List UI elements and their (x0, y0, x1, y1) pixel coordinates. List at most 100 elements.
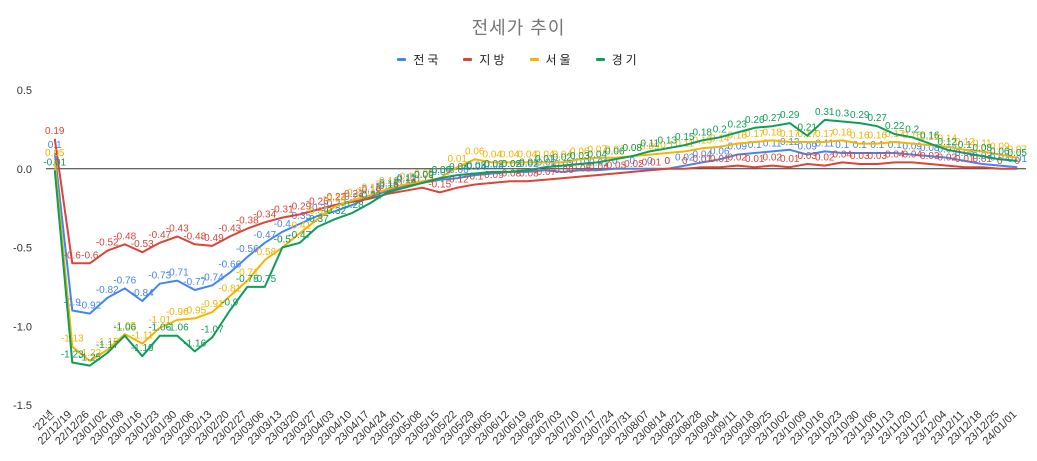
data-label: 0.01 (710, 154, 730, 165)
data-label: 0.09 (903, 142, 923, 153)
data-label: 0.03 (920, 151, 940, 162)
legend-item-seoul[interactable]: 서울 (529, 51, 574, 68)
data-label: -0.09 (481, 170, 504, 181)
data-label: -0.34 (253, 209, 276, 220)
data-label: -0.56 (236, 244, 259, 255)
legend-item-region[interactable]: 지방 (463, 51, 507, 68)
data-label: -0.21 (341, 189, 364, 200)
y-tick-label: 0.0 (17, 164, 32, 176)
data-label: 0.03 (798, 151, 818, 162)
series-line-2 (53, 139, 1018, 362)
data-label: 0.27 (763, 113, 783, 124)
data-label: -0.06 (446, 165, 469, 176)
data-label: 0.07 (605, 145, 625, 156)
data-label: -0.23 (341, 192, 364, 203)
data-label: 0.17 (745, 129, 765, 140)
data-label: -0.77 (183, 277, 206, 288)
data-label: -0.35 (288, 211, 311, 222)
data-label: -0.11 (394, 173, 416, 184)
data-label: 0.02 (728, 153, 748, 164)
data-label: -0.6 (81, 250, 99, 261)
data-label: -0.02 (516, 159, 539, 170)
data-label: 0.15 (675, 132, 695, 143)
data-label: 0.08 (920, 143, 940, 154)
data-label: 0.16 (868, 131, 888, 142)
legend-label-gyeonggi: 경기 (611, 53, 640, 67)
data-label: 0.13 (658, 135, 678, 146)
series-line-3 (53, 118, 1018, 367)
data-label: 0.1 (958, 140, 972, 151)
data-label: 0.14 (710, 134, 730, 145)
data-label: 0.09 (990, 142, 1010, 153)
data-label: 0 (997, 156, 1003, 167)
data-label: 0.04 (518, 149, 538, 160)
data-label: -0.12 (393, 175, 416, 186)
data-label: -0.06 (428, 165, 451, 176)
data-label: 0.21 (798, 123, 818, 134)
data-label: -0.04 (463, 162, 486, 173)
data-label: 0.05 (1008, 148, 1028, 159)
data-label: -0.37 (306, 214, 329, 225)
data-label: -0.12 (446, 175, 469, 186)
data-label: -1.06 (113, 323, 136, 334)
data-label: -0.41 (288, 220, 311, 231)
data-label: 0.08 (623, 143, 643, 154)
data-label: -0.71 (236, 268, 259, 279)
data-label: 0.16 (920, 131, 940, 142)
data-label: -0.06 (428, 165, 451, 176)
data-label: 0.1 (748, 140, 762, 151)
data-label: -0.08 (498, 168, 521, 179)
data-label: 0.04 (500, 149, 520, 160)
data-label: 0.03 (570, 151, 590, 162)
data-label: -0.19 (358, 186, 381, 197)
data-label: -0.09 (411, 170, 434, 181)
data-label: -0.01 (638, 157, 661, 168)
data-label: 0.01 (448, 154, 468, 165)
data-label: -1.01 (148, 315, 171, 326)
data-label: 0.02 (815, 153, 835, 164)
data-label: -0.24 (323, 194, 346, 205)
data-label: -0.16 (376, 181, 399, 192)
data-label: -0.17 (358, 183, 381, 194)
y-tick-label: 0.5 (17, 85, 32, 97)
data-label: 0.11 (763, 138, 782, 149)
data-label: 0.02 (763, 153, 783, 164)
data-label: -0.02 (481, 159, 504, 170)
data-label: -0.02 (498, 159, 521, 170)
data-label: 0.29 (850, 110, 870, 121)
data-label: -0.96 (166, 307, 189, 318)
data-label: 0.12 (938, 137, 958, 148)
data-label: 0.02 (938, 153, 958, 164)
data-label: -1.16 (183, 338, 206, 349)
data-label: -0.01 (516, 157, 539, 168)
data-label: -0.12 (411, 175, 434, 186)
data-label: -0.14 (376, 178, 399, 189)
data-label: -0.91 (201, 299, 224, 310)
data-label: 0 (1014, 156, 1020, 167)
legend-item-nationwide[interactable]: 전국 (397, 51, 441, 68)
data-label: 0.02 (990, 153, 1010, 164)
data-label: -0.02 (551, 159, 574, 170)
data-label: 0.06 (710, 146, 730, 157)
chart-title: 전세가 추이 (471, 18, 566, 38)
data-label: -0.43 (166, 223, 189, 234)
data-label: -0.5 (274, 235, 292, 246)
data-label: -0.73 (148, 271, 171, 282)
data-label: -0.2 (344, 187, 362, 198)
y-tick-label: -1.0 (13, 321, 32, 333)
data-label: 0.04 (535, 149, 555, 160)
data-label: 0 (647, 156, 653, 167)
data-label: 0.07 (588, 145, 608, 156)
data-label: -0.66 (218, 260, 241, 271)
data-label: 0.12 (955, 137, 975, 148)
legend-item-gyeonggi[interactable]: 경기 (595, 51, 640, 68)
data-label: 0.01 (745, 154, 765, 165)
data-label: -0.92 (78, 301, 101, 312)
data-label: 0.04 (553, 149, 573, 160)
data-label: -0.02 (621, 159, 644, 170)
data-label: -0.09 (411, 170, 434, 181)
data-label: -0.47 (288, 230, 311, 241)
data-label: 0.08 (623, 143, 643, 154)
data-label: -1.19 (131, 343, 154, 354)
